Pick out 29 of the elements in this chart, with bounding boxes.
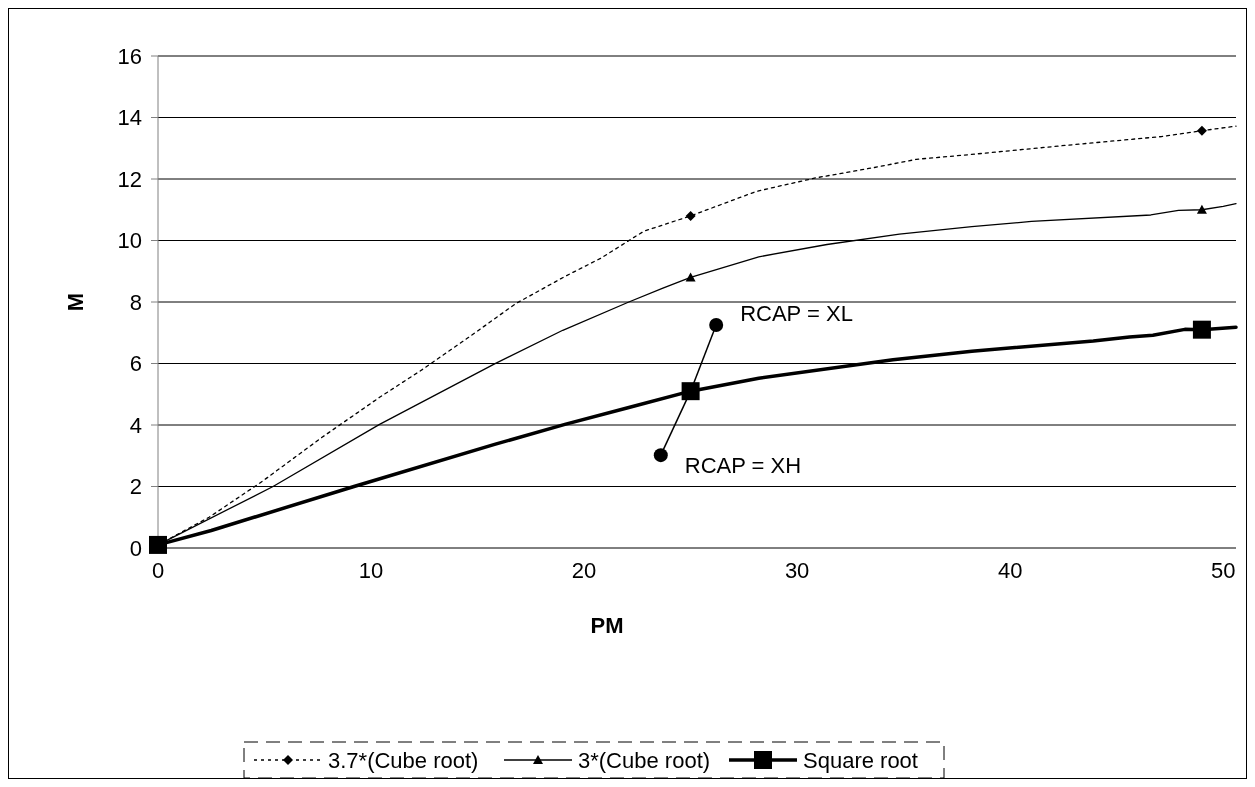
point (681, 382, 700, 401)
y-tick-label: 10 (117, 228, 142, 254)
y-tick-label: 4 (129, 412, 142, 438)
legend-label: Square root (803, 747, 918, 773)
y-tick-label: 2 (129, 474, 142, 500)
y-tick-label: 14 (117, 105, 142, 131)
point (685, 272, 696, 282)
legend-label: 3*(Cube root) (578, 747, 711, 773)
legend-label: 3.7*(Cube root) (328, 747, 479, 773)
y-tick-label: 0 (129, 535, 142, 561)
point (1196, 125, 1207, 136)
point (1192, 320, 1211, 339)
x-tick-label: 50 (1210, 558, 1236, 583)
x-tick-label: 0 (151, 558, 165, 583)
y-axis-title: M (63, 292, 88, 312)
y-tick-label: 16 (117, 43, 142, 69)
x-tick-label: 30 (784, 558, 810, 583)
annotation: RCAP = XH (684, 453, 802, 479)
point (685, 210, 696, 221)
point (1196, 204, 1207, 214)
y-tick-label: 6 (129, 351, 142, 377)
annotation: RCAP = XL (740, 301, 853, 327)
x-axis-title: PM (590, 613, 624, 638)
x-tick-label: 10 (358, 558, 384, 583)
x-tick-label: 20 (571, 558, 597, 583)
x-tick-label: 40 (997, 558, 1023, 583)
y-tick-label: 12 (117, 166, 142, 192)
point (149, 535, 167, 554)
y-tick-label: 8 (129, 289, 142, 315)
